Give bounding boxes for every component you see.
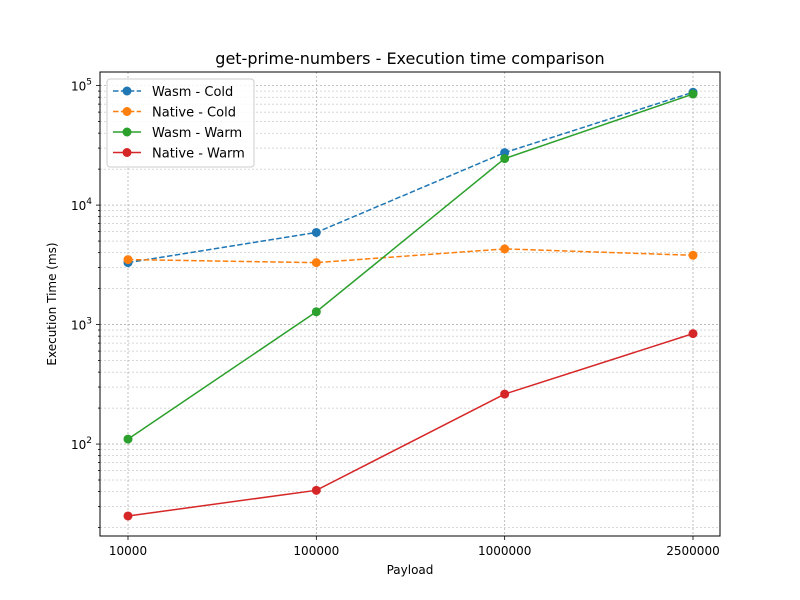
point-native-warm xyxy=(688,329,698,339)
point-native-warm xyxy=(123,511,133,521)
point-wasm-warm xyxy=(500,154,510,164)
legend-marker-native-warm xyxy=(122,148,132,157)
plot-frame xyxy=(99,71,721,537)
x-tick-label: 2500000 xyxy=(666,544,719,558)
y-tick-label: 102 xyxy=(71,436,92,452)
legend-marker-wasm-cold xyxy=(122,86,132,96)
point-native-cold xyxy=(500,244,510,254)
series-line-wasm-warm xyxy=(127,93,694,440)
y-tick-label: 103 xyxy=(71,317,92,333)
chart-title: get-prime-numbers - Execution time compa… xyxy=(215,49,604,68)
y-tick-label: 104 xyxy=(71,197,92,213)
point-native-cold xyxy=(123,255,133,265)
y-axis-title: Execution Time (ms) xyxy=(45,242,59,365)
point-native-warm xyxy=(500,389,510,399)
legend-marker-native-cold xyxy=(122,107,132,116)
legend-marker-wasm-warm xyxy=(122,127,132,137)
legend-box xyxy=(106,78,255,168)
series-line-native-warm xyxy=(127,332,694,517)
axis-ticks: 10000 100000 1000000 2500000 102 103 104 105 xyxy=(71,78,720,558)
y-tick-label: 105 xyxy=(71,78,92,94)
legend: Wasm - Cold Native - Cold Wasm - Warm Nativ… xyxy=(106,78,255,168)
point-wasm-cold xyxy=(311,227,321,237)
point-native-warm xyxy=(311,485,321,495)
point-native-cold xyxy=(311,258,321,268)
x-tick-label: 1000000 xyxy=(478,544,531,558)
point-wasm-warm xyxy=(688,89,698,99)
point-wasm-warm xyxy=(123,434,133,444)
x-axis-title: Payload xyxy=(387,563,434,577)
x-tick-label: 10000 xyxy=(109,544,147,558)
point-wasm-warm xyxy=(311,307,321,317)
legend-label-native-cold: Native - Cold xyxy=(152,106,236,121)
x-tick-label: 100000 xyxy=(293,544,339,558)
legend-label-wasm-warm: Wasm - Warm xyxy=(152,126,242,141)
point-native-cold xyxy=(688,250,698,260)
series-lines xyxy=(123,87,698,521)
legend-label-native-warm: Native - Warm xyxy=(152,147,245,162)
series-line-wasm-cold xyxy=(127,91,694,264)
legend-label-wasm-cold: Wasm - Cold xyxy=(152,85,233,100)
series-line-native-cold xyxy=(127,248,694,264)
grid xyxy=(100,72,720,536)
